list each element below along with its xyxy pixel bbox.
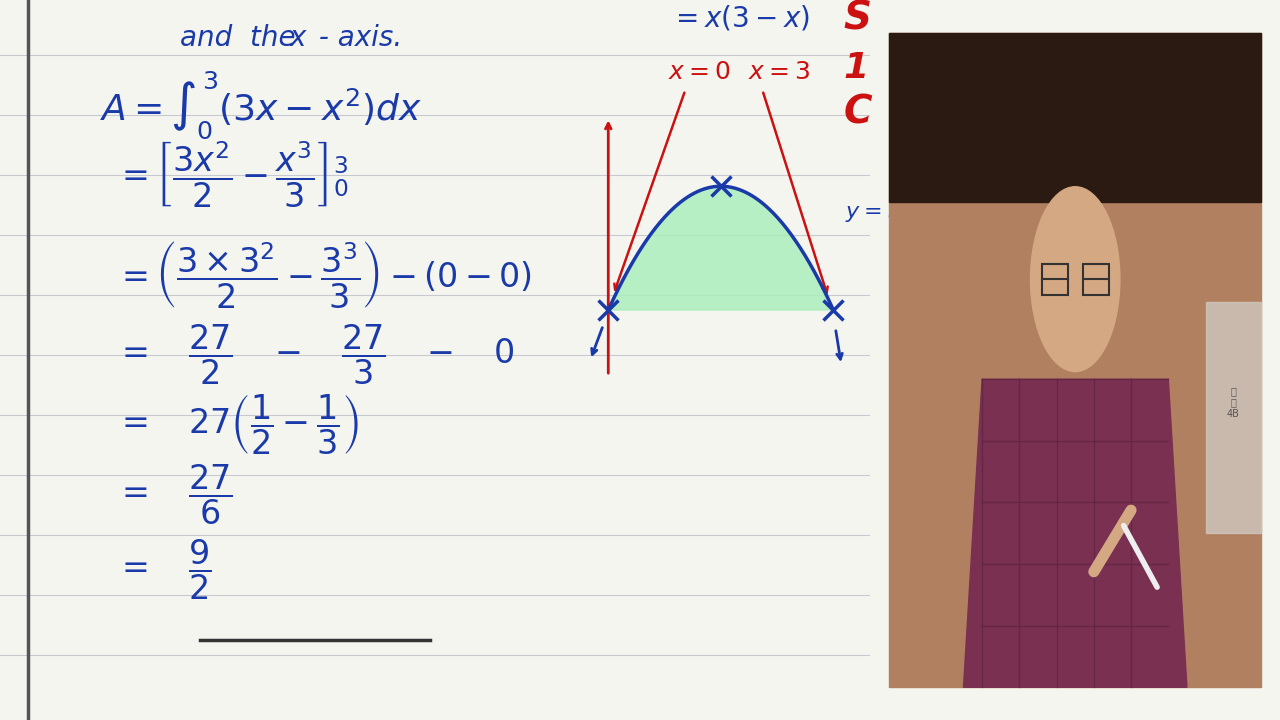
Text: $x = 0$: $x = 0$	[668, 60, 731, 84]
Bar	[1206, 302, 1261, 534]
Polygon shape	[964, 379, 1187, 688]
Text: $= \left[\dfrac{3x^2}{2} - \dfrac{x^3}{3}\right]_0^3$: $= \left[\dfrac{3x^2}{2} - \dfrac{x^3}{3…	[115, 140, 348, 210]
Text: $= \quad 27\left(\dfrac{1}{2} - \dfrac{1}{3}\right)$: $= \quad 27\left(\dfrac{1}{2} - \dfrac{1…	[115, 393, 360, 457]
Text: C: C	[844, 93, 872, 131]
Text: $x = 3$: $x = 3$	[749, 60, 810, 84]
Bar	[1083, 264, 1108, 294]
Text: S: S	[844, 0, 872, 37]
Text: $A = \int_0^3 \left(3x - x^2\right) dx$: $A = \int_0^3 \left(3x - x^2\right) dx$	[100, 69, 422, 140]
Text: $= x(3-x)$: $= x(3-x)$	[671, 4, 810, 32]
Polygon shape	[608, 186, 833, 310]
Text: 人
人
4B: 人 人 4B	[1228, 386, 1240, 419]
Text: - axis.: - axis.	[310, 24, 402, 52]
Text: x: x	[291, 24, 306, 52]
Text: $y = 3x - x^2$: $y = 3x - x^2$	[845, 197, 965, 225]
Text: $= \quad \dfrac{9}{2}$: $= \quad \dfrac{9}{2}$	[115, 538, 211, 602]
Bar	[1042, 264, 1068, 294]
Text: $= \quad \dfrac{27}{2} \quad - \quad \dfrac{27}{3} \quad - \quad 0$: $= \quad \dfrac{27}{2} \quad - \quad \df…	[115, 323, 515, 387]
Text: 1: 1	[844, 51, 869, 85]
Circle shape	[1030, 186, 1120, 372]
Text: and  the: and the	[180, 24, 314, 52]
Bar	[890, 32, 1261, 202]
Text: $= \left(\dfrac{3 \times 3^2}{2} - \dfrac{3^3}{3}\right) - \left(0 - 0\right)$: $= \left(\dfrac{3 \times 3^2}{2} - \dfra…	[115, 240, 532, 310]
Text: $= \quad \dfrac{27}{6}$: $= \quad \dfrac{27}{6}$	[115, 463, 233, 527]
